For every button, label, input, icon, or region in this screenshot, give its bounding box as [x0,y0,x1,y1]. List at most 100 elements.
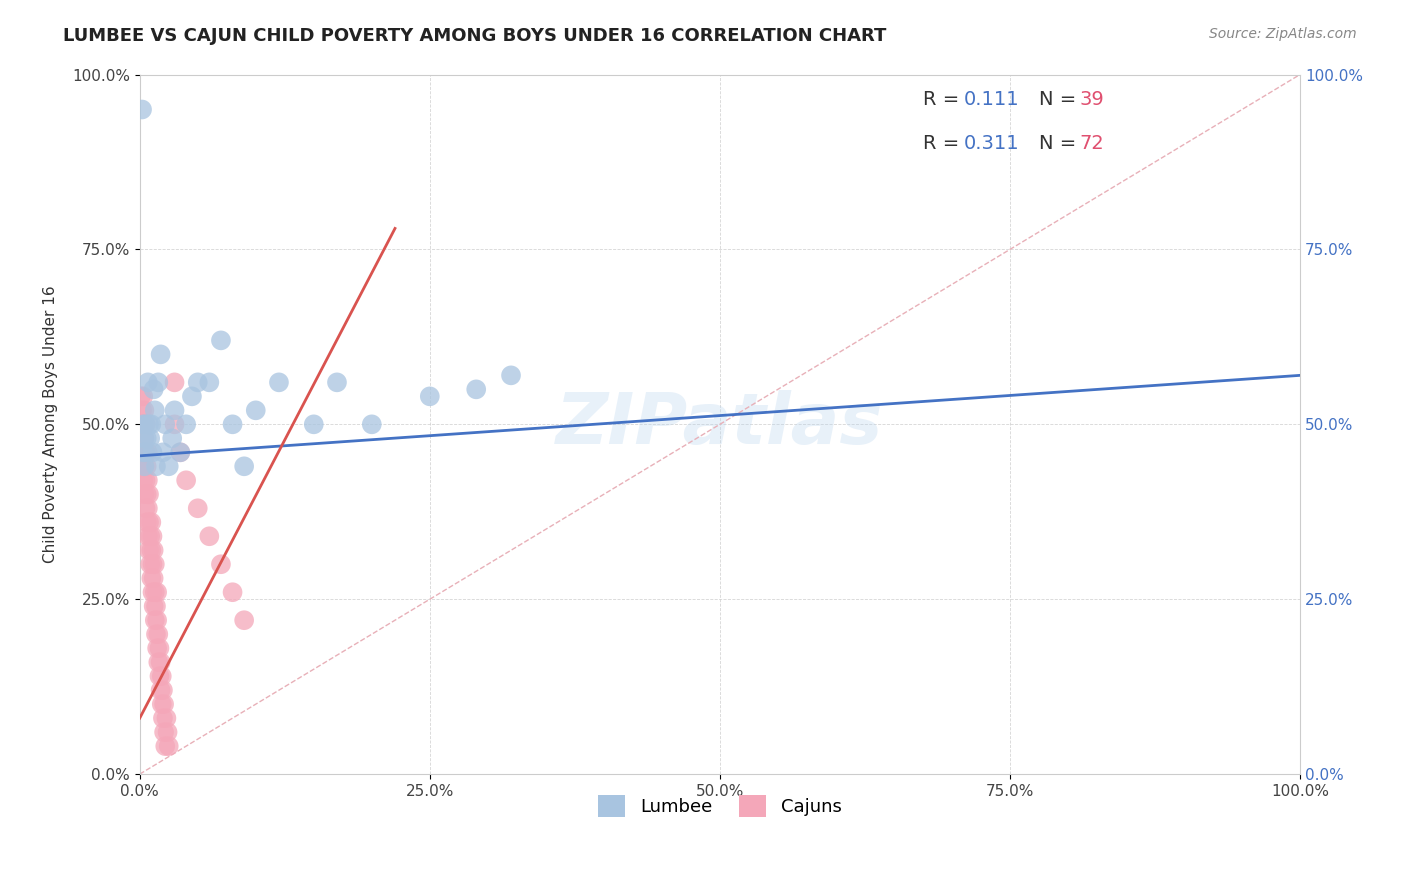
Point [169,445,191,459]
Text: R =: R = [922,90,959,109]
Point [148,376,170,390]
Text: 39: 39 [1080,90,1104,109]
Point [139,529,162,543]
Point [152,711,174,725]
Point [174,473,197,487]
Point [141,558,163,572]
Point [153,725,176,739]
Point [129,445,152,459]
Point [163,403,186,417]
Point [129,389,152,403]
Point [136,529,159,543]
Point [135,445,157,459]
Point [139,431,162,445]
Point [148,655,170,669]
Point [138,543,160,558]
Point [131,459,153,474]
Point [146,613,169,627]
Point [134,431,156,445]
Point [155,711,177,725]
Text: N =: N = [1039,90,1076,109]
Text: ZIPatlas: ZIPatlas [557,390,883,458]
Point [141,529,163,543]
Point [209,558,232,572]
Point [135,459,157,474]
Point [141,571,163,585]
Point [131,403,153,417]
Point [465,382,488,396]
Point [419,389,441,403]
Point [142,571,165,585]
Point [187,376,209,390]
Text: 0.311: 0.311 [963,134,1019,153]
Point [146,641,169,656]
Point [131,103,153,117]
Point [141,585,163,599]
Point [135,431,157,445]
Point [157,739,180,753]
Point [148,627,170,641]
Point [499,368,522,383]
Point [148,641,170,656]
Point [149,347,172,361]
Point [221,585,243,599]
Point [181,389,204,403]
Point [132,417,155,432]
Point [135,473,157,487]
Point [138,487,160,501]
Point [142,543,165,558]
Point [134,459,156,474]
Point [138,417,160,432]
Point [157,459,180,474]
Point [141,445,163,459]
Point [221,417,243,432]
Point [135,445,157,459]
Point [132,473,155,487]
Point [135,501,157,516]
Point [136,445,159,459]
Point [149,683,172,698]
Point [152,445,174,459]
Text: N =: N = [1039,134,1076,153]
Point [326,376,349,390]
Point [156,725,179,739]
Text: 72: 72 [1080,134,1104,153]
Point [131,431,153,445]
Point [132,389,155,403]
Point [141,516,163,530]
Point [360,417,382,432]
Point [160,431,183,445]
Legend: Lumbee, Cajuns: Lumbee, Cajuns [591,789,849,824]
Point [135,417,157,432]
Point [142,382,165,396]
Point [143,613,166,627]
Point [145,459,167,474]
Point [153,697,176,711]
Point [163,376,186,390]
Point [163,417,186,432]
Point [169,445,191,459]
Point [209,334,232,348]
Point [139,558,162,572]
Point [142,599,165,614]
Point [198,376,221,390]
Point [141,417,163,432]
Point [143,585,166,599]
Point [135,516,157,530]
Point [245,403,267,417]
Point [129,417,152,432]
Point [155,417,177,432]
Point [143,558,166,572]
Point [146,585,169,599]
Point [187,501,209,516]
Point [134,431,156,445]
Point [150,669,173,683]
Point [145,627,167,641]
Point [135,487,157,501]
Text: 0.111: 0.111 [963,90,1019,109]
Point [155,739,177,753]
Point [267,376,290,390]
Point [134,459,156,474]
Point [132,445,155,459]
Point [134,403,156,417]
